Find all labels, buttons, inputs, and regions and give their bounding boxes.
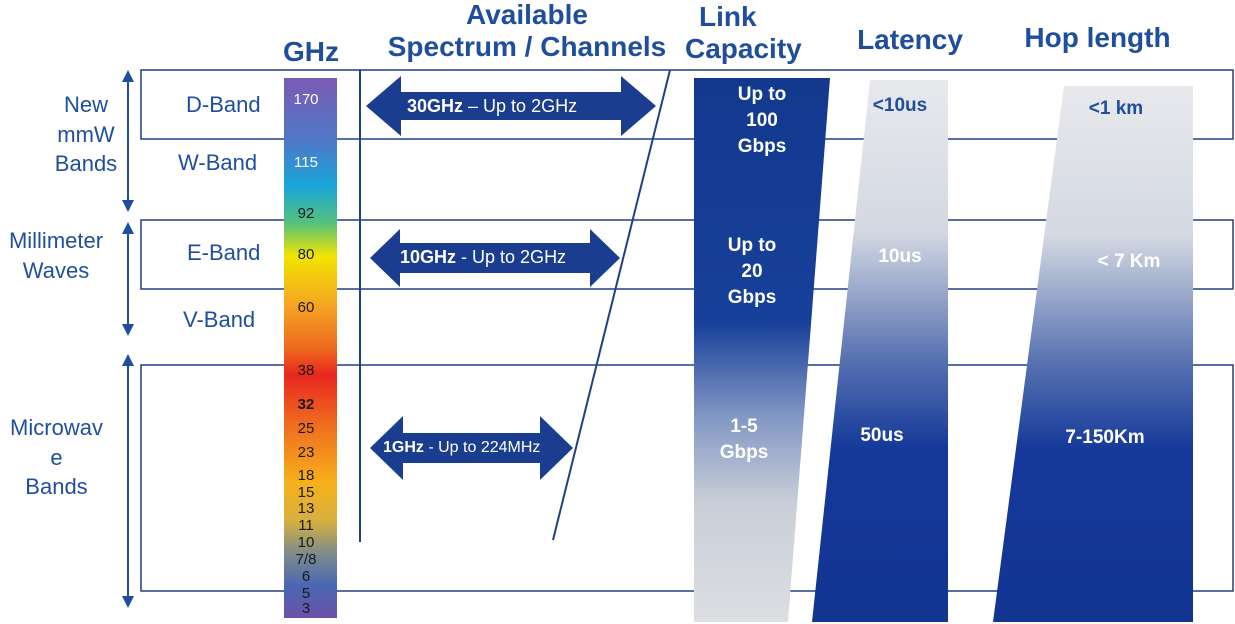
group-label-millimeter-line1: Millimeter	[8, 228, 104, 253]
header-capacity: Link Capacity	[685, 1, 835, 65]
freq-60: 60	[297, 299, 315, 316]
header-spectrum: Available Spectrum / Channels	[362, 0, 692, 63]
band-name-w: W-Band	[178, 150, 258, 175]
box-microwave	[140, 364, 1234, 592]
freq-10: 10	[297, 534, 315, 551]
capacity-millimeter-line2: 20	[741, 261, 763, 283]
capacity-new-mmw-line3: Gbps	[737, 136, 787, 158]
capacity-millimeter-line3: Gbps	[727, 287, 777, 309]
spectrum-text-e-band: 10GHz - Up to 2GHz	[400, 247, 566, 268]
spectrum-text-d-band: 30GHz – Up to 2GHz	[407, 96, 577, 117]
hop-new-mmw: <1 km	[1088, 98, 1144, 119]
hop-millimeter: < 7 Km	[1097, 251, 1161, 272]
freq-32: 32	[297, 396, 315, 413]
freq-5: 5	[301, 585, 311, 602]
header-ghz: GHz	[283, 36, 339, 67]
header-latency: Latency	[857, 24, 963, 55]
freq-80: 80	[297, 246, 315, 263]
latency-column	[812, 80, 948, 622]
band-name-d: D-Band	[186, 92, 261, 117]
capacity-new-mmw: Up to 100 Gbps	[712, 82, 812, 161]
spectrum-e-band-rest: - Up to 2GHz	[456, 247, 567, 267]
freq-11: 11	[298, 517, 314, 534]
freq-25: 25	[297, 420, 315, 437]
group-label-microwave-line3: Bands	[25, 474, 88, 500]
capacity-microwave: 1-5 Gbps	[694, 414, 794, 466]
freq-92: 92	[297, 205, 315, 222]
freq-23: 23	[297, 444, 315, 461]
freq-15: 15	[297, 484, 315, 501]
freq-38: 38	[297, 362, 315, 379]
capacity-new-mmw-line1: Up to	[737, 84, 787, 105]
spectrum-microwave-rest: - Up to 224MHz	[423, 439, 541, 456]
spectrum-microwave-bold: 1GHz	[383, 439, 424, 456]
freq-6: 6	[301, 568, 311, 585]
band-name-v: V-Band	[183, 307, 256, 332]
header-hop-length: Hop length	[1024, 22, 1171, 53]
group-label-new-mmw-line3: Bands	[54, 151, 118, 177]
spectrum-d-band-bold: 30GHz	[407, 96, 464, 116]
spectrum-d-band-rest: – Up to 2GHz	[463, 96, 578, 116]
header-spectrum-line1: Available	[466, 0, 588, 30]
freq-115: 115	[294, 154, 318, 171]
group-arrow-new-mmw	[122, 70, 134, 212]
freq-170: 170	[293, 91, 319, 108]
header-spectrum-line2: Spectrum / Channels	[387, 31, 667, 63]
group-label-new-mmw: New mmW Bands	[36, 90, 136, 179]
freq-18: 18	[297, 467, 315, 484]
capacity-microwave-line2: Gbps	[719, 442, 769, 464]
capacity-microwave-line1: 1-5	[730, 416, 758, 437]
latency-microwave: 50us	[860, 425, 904, 446]
freq-3: 3	[301, 600, 311, 617]
freq-7-8: 7/8	[295, 551, 317, 568]
capacity-column	[694, 78, 830, 622]
spectrum-color-bar	[284, 78, 337, 618]
capacity-new-mmw-line2: 100	[746, 110, 778, 132]
arrow-d-band-spectrum	[366, 76, 656, 136]
arrow-microwave-spectrum	[370, 416, 573, 480]
group-arrow-microwave	[122, 354, 134, 608]
group-label-millimeter: Millimeter Waves	[0, 226, 112, 285]
arrow-e-band-spectrum	[370, 229, 620, 287]
latency-new-mmw: <10us	[872, 95, 928, 116]
hop-column	[993, 86, 1193, 622]
freq-13: 13	[297, 500, 315, 517]
spectrum-e-band-bold: 10GHz	[400, 247, 457, 267]
group-arrow-millimeter	[122, 222, 134, 336]
box-millimeter	[140, 219, 1234, 290]
group-label-millimeter-line2: Waves	[22, 257, 90, 283]
capacity-millimeter-line1: Up to	[727, 235, 777, 256]
group-label-microwave-line1: Microwav	[10, 415, 103, 440]
capacity-millimeter: Up to 20 Gbps	[702, 233, 802, 312]
spectrum-diagonal-divider	[552, 69, 671, 541]
spectrum-text-microwave: 1GHz - Up to 224MHz	[383, 439, 540, 457]
box-new-mmw	[140, 69, 1234, 140]
latency-millimeter: 10us	[878, 246, 922, 267]
group-label-new-mmw-line2: mmW	[57, 121, 115, 147]
header-capacity-line1: Link	[699, 1, 757, 32]
group-label-microwave: Microwav e Bands	[0, 413, 113, 502]
band-name-e: E-Band	[187, 240, 261, 265]
header-capacity-line2: Capacity	[685, 33, 802, 65]
hop-microwave: 7-150Km	[1065, 427, 1145, 448]
group-label-microwave-line2: e	[50, 444, 63, 470]
group-label-new-mmw-line1: New	[63, 92, 108, 117]
